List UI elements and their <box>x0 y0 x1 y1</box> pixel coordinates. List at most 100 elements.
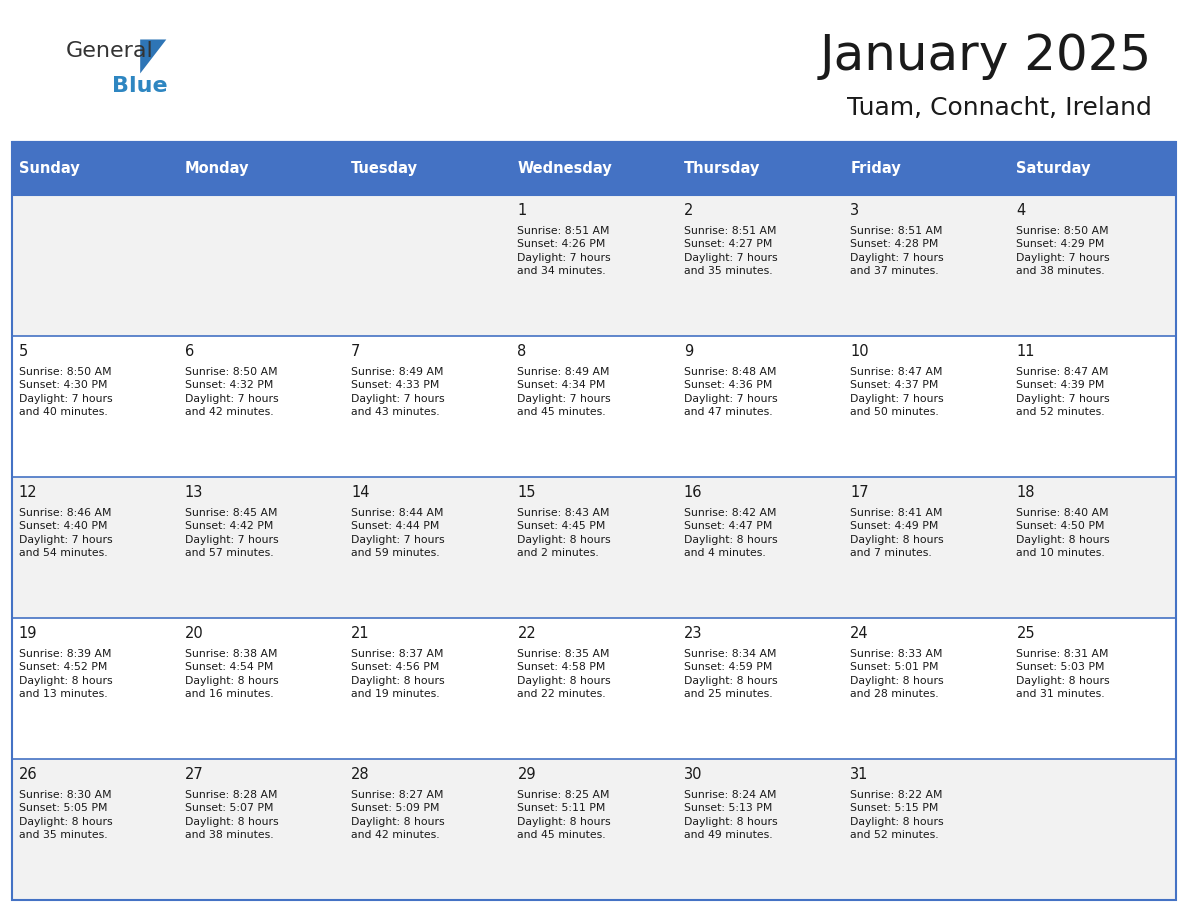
Text: Sunrise: 8:50 AM
Sunset: 4:29 PM
Daylight: 7 hours
and 38 minutes.: Sunrise: 8:50 AM Sunset: 4:29 PM Dayligh… <box>1017 226 1110 276</box>
Text: Sunrise: 8:49 AM
Sunset: 4:34 PM
Daylight: 7 hours
and 45 minutes.: Sunrise: 8:49 AM Sunset: 4:34 PM Dayligh… <box>518 366 611 418</box>
Bar <box>178 618 345 758</box>
Bar <box>12 758 178 900</box>
Bar <box>345 195 511 336</box>
Text: 24: 24 <box>851 626 868 641</box>
Text: Wednesday: Wednesday <box>518 161 612 176</box>
Bar <box>345 336 511 476</box>
Text: Blue: Blue <box>112 76 168 96</box>
Text: 10: 10 <box>851 344 868 359</box>
Text: 1: 1 <box>518 203 526 218</box>
Text: 15: 15 <box>518 485 536 500</box>
Text: 23: 23 <box>684 626 702 641</box>
Text: 11: 11 <box>1017 344 1035 359</box>
Bar <box>677 758 843 900</box>
Text: Sunrise: 8:25 AM
Sunset: 5:11 PM
Daylight: 8 hours
and 45 minutes.: Sunrise: 8:25 AM Sunset: 5:11 PM Dayligh… <box>518 789 611 841</box>
Text: 6: 6 <box>185 344 194 359</box>
Text: General: General <box>65 41 153 62</box>
Text: Sunrise: 8:37 AM
Sunset: 4:56 PM
Daylight: 8 hours
and 19 minutes.: Sunrise: 8:37 AM Sunset: 4:56 PM Dayligh… <box>352 649 444 700</box>
Bar <box>178 758 345 900</box>
Text: 7: 7 <box>352 344 360 359</box>
Text: 21: 21 <box>352 626 369 641</box>
Text: Sunrise: 8:22 AM
Sunset: 5:15 PM
Daylight: 8 hours
and 52 minutes.: Sunrise: 8:22 AM Sunset: 5:15 PM Dayligh… <box>851 789 943 841</box>
Text: Sunrise: 8:49 AM
Sunset: 4:33 PM
Daylight: 7 hours
and 43 minutes.: Sunrise: 8:49 AM Sunset: 4:33 PM Dayligh… <box>352 366 444 418</box>
Text: Sunrise: 8:41 AM
Sunset: 4:49 PM
Daylight: 8 hours
and 7 minutes.: Sunrise: 8:41 AM Sunset: 4:49 PM Dayligh… <box>851 508 943 558</box>
Bar <box>1010 618 1176 758</box>
Bar <box>1010 142 1176 195</box>
Text: Thursday: Thursday <box>684 161 760 176</box>
Text: 26: 26 <box>19 767 37 782</box>
Bar <box>843 476 1010 618</box>
Text: Sunrise: 8:42 AM
Sunset: 4:47 PM
Daylight: 8 hours
and 4 minutes.: Sunrise: 8:42 AM Sunset: 4:47 PM Dayligh… <box>684 508 777 558</box>
Bar <box>511 758 677 900</box>
Bar <box>843 142 1010 195</box>
Bar <box>345 476 511 618</box>
Text: 9: 9 <box>684 344 693 359</box>
Text: Sunrise: 8:43 AM
Sunset: 4:45 PM
Daylight: 8 hours
and 2 minutes.: Sunrise: 8:43 AM Sunset: 4:45 PM Dayligh… <box>518 508 611 558</box>
Bar <box>345 618 511 758</box>
Bar <box>843 758 1010 900</box>
Bar <box>345 758 511 900</box>
Bar <box>677 142 843 195</box>
Bar <box>12 618 178 758</box>
Bar <box>843 195 1010 336</box>
Text: Sunrise: 8:38 AM
Sunset: 4:54 PM
Daylight: 8 hours
and 16 minutes.: Sunrise: 8:38 AM Sunset: 4:54 PM Dayligh… <box>185 649 278 700</box>
Text: 30: 30 <box>684 767 702 782</box>
Text: Sunrise: 8:28 AM
Sunset: 5:07 PM
Daylight: 8 hours
and 38 minutes.: Sunrise: 8:28 AM Sunset: 5:07 PM Dayligh… <box>185 789 278 841</box>
Bar <box>1010 476 1176 618</box>
Text: Sunrise: 8:27 AM
Sunset: 5:09 PM
Daylight: 8 hours
and 42 minutes.: Sunrise: 8:27 AM Sunset: 5:09 PM Dayligh… <box>352 789 444 841</box>
Text: 16: 16 <box>684 485 702 500</box>
Bar <box>511 476 677 618</box>
Text: 29: 29 <box>518 767 536 782</box>
Text: Sunrise: 8:51 AM
Sunset: 4:27 PM
Daylight: 7 hours
and 35 minutes.: Sunrise: 8:51 AM Sunset: 4:27 PM Dayligh… <box>684 226 777 276</box>
Bar <box>677 618 843 758</box>
Text: Sunrise: 8:39 AM
Sunset: 4:52 PM
Daylight: 8 hours
and 13 minutes.: Sunrise: 8:39 AM Sunset: 4:52 PM Dayligh… <box>19 649 112 700</box>
Text: 13: 13 <box>185 485 203 500</box>
Bar <box>677 336 843 476</box>
Text: Sunrise: 8:31 AM
Sunset: 5:03 PM
Daylight: 8 hours
and 31 minutes.: Sunrise: 8:31 AM Sunset: 5:03 PM Dayligh… <box>1017 649 1110 700</box>
Polygon shape <box>140 39 166 73</box>
Text: Sunrise: 8:47 AM
Sunset: 4:37 PM
Daylight: 7 hours
and 50 minutes.: Sunrise: 8:47 AM Sunset: 4:37 PM Dayligh… <box>851 366 943 418</box>
Bar <box>12 336 178 476</box>
Text: Sunrise: 8:50 AM
Sunset: 4:32 PM
Daylight: 7 hours
and 42 minutes.: Sunrise: 8:50 AM Sunset: 4:32 PM Dayligh… <box>185 366 278 418</box>
Bar <box>345 142 511 195</box>
Bar <box>1010 336 1176 476</box>
Text: Sunrise: 8:44 AM
Sunset: 4:44 PM
Daylight: 7 hours
and 59 minutes.: Sunrise: 8:44 AM Sunset: 4:44 PM Dayligh… <box>352 508 444 558</box>
Text: Sunrise: 8:33 AM
Sunset: 5:01 PM
Daylight: 8 hours
and 28 minutes.: Sunrise: 8:33 AM Sunset: 5:01 PM Dayligh… <box>851 649 943 700</box>
Text: Sunrise: 8:45 AM
Sunset: 4:42 PM
Daylight: 7 hours
and 57 minutes.: Sunrise: 8:45 AM Sunset: 4:42 PM Dayligh… <box>185 508 278 558</box>
Text: Sunrise: 8:46 AM
Sunset: 4:40 PM
Daylight: 7 hours
and 54 minutes.: Sunrise: 8:46 AM Sunset: 4:40 PM Dayligh… <box>19 508 112 558</box>
Bar <box>1010 195 1176 336</box>
Text: Sunrise: 8:50 AM
Sunset: 4:30 PM
Daylight: 7 hours
and 40 minutes.: Sunrise: 8:50 AM Sunset: 4:30 PM Dayligh… <box>19 366 112 418</box>
Text: 25: 25 <box>1017 626 1035 641</box>
Bar <box>677 476 843 618</box>
Bar <box>12 476 178 618</box>
Text: January 2025: January 2025 <box>820 32 1152 80</box>
Bar <box>12 142 178 195</box>
Text: Sunrise: 8:34 AM
Sunset: 4:59 PM
Daylight: 8 hours
and 25 minutes.: Sunrise: 8:34 AM Sunset: 4:59 PM Dayligh… <box>684 649 777 700</box>
Text: 17: 17 <box>851 485 868 500</box>
Text: Tuesday: Tuesday <box>352 161 418 176</box>
Text: 14: 14 <box>352 485 369 500</box>
Text: Tuam, Connacht, Ireland: Tuam, Connacht, Ireland <box>847 96 1152 120</box>
Text: 8: 8 <box>518 344 526 359</box>
Text: 20: 20 <box>185 626 203 641</box>
Text: Sunrise: 8:48 AM
Sunset: 4:36 PM
Daylight: 7 hours
and 47 minutes.: Sunrise: 8:48 AM Sunset: 4:36 PM Dayligh… <box>684 366 777 418</box>
Bar <box>843 618 1010 758</box>
Text: 19: 19 <box>19 626 37 641</box>
Bar <box>178 142 345 195</box>
Text: Saturday: Saturday <box>1017 161 1091 176</box>
Text: Sunrise: 8:30 AM
Sunset: 5:05 PM
Daylight: 8 hours
and 35 minutes.: Sunrise: 8:30 AM Sunset: 5:05 PM Dayligh… <box>19 789 112 841</box>
Text: 12: 12 <box>19 485 37 500</box>
Text: 4: 4 <box>1017 203 1025 218</box>
Text: 22: 22 <box>518 626 536 641</box>
Bar <box>511 618 677 758</box>
Bar <box>178 336 345 476</box>
Bar <box>12 195 178 336</box>
Text: Sunrise: 8:47 AM
Sunset: 4:39 PM
Daylight: 7 hours
and 52 minutes.: Sunrise: 8:47 AM Sunset: 4:39 PM Dayligh… <box>1017 366 1110 418</box>
Text: Sunrise: 8:51 AM
Sunset: 4:26 PM
Daylight: 7 hours
and 34 minutes.: Sunrise: 8:51 AM Sunset: 4:26 PM Dayligh… <box>518 226 611 276</box>
Text: 18: 18 <box>1017 485 1035 500</box>
Bar <box>178 476 345 618</box>
Text: 27: 27 <box>185 767 203 782</box>
Bar <box>178 195 345 336</box>
Text: Sunrise: 8:51 AM
Sunset: 4:28 PM
Daylight: 7 hours
and 37 minutes.: Sunrise: 8:51 AM Sunset: 4:28 PM Dayligh… <box>851 226 943 276</box>
Text: 31: 31 <box>851 767 868 782</box>
